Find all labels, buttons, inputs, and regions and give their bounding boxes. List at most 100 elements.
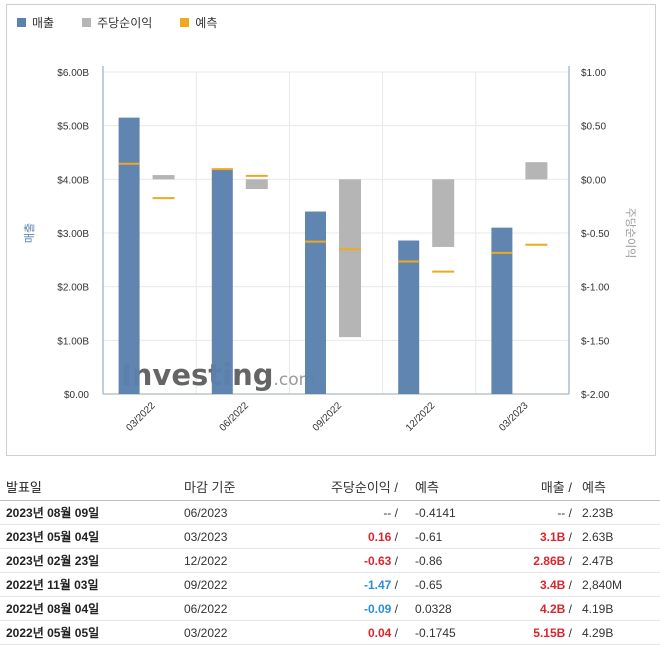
y-left-tick-label: $0.00 [64,390,89,401]
watermark-brand: Investing [121,358,273,392]
row-revenue: 4.2B / [540,597,572,621]
row-revenue-value: 5.15B [533,626,566,640]
row-revenue-slash: / [568,530,572,544]
row-period: 03/2022 [184,626,228,640]
y-right-tick-label: $-1.00 [581,283,610,294]
x-tick-label: 03/2023 [497,400,531,434]
y-right-tick-label: $-0.50 [581,229,610,240]
earnings-table: 발표일 마감 기준 주당순이익 / 예측 매출 / 예측 2023년 08월 0… [0,474,660,645]
y-left-tick-label: $6.00B [57,68,89,79]
row-eps: 0.16 / [368,525,398,549]
table-body: 2023년 08월 09일 06/2023 -- / -0.4141 -- / 2.23B… [0,501,660,645]
table-row: 2023년 02월 23일 12/2022 -0.63 /-0.86 2.86B /2… [0,549,660,573]
row-revenue-forecast: 2.47B [582,554,614,568]
table-row: 2023년 08월 09일 06/2023 -- / -0.4141 -- / 2.23B [0,501,660,525]
legend-item-eps[interactable]: 주당순이익 [82,13,152,31]
eps-bar [432,179,455,247]
row-revenue-slash: / [568,578,572,592]
legend-swatch-forecast [180,17,190,27]
row-revenue-forecast: 2.63B [582,530,614,544]
row-date[interactable]: 2023년 08월 09일 [6,506,100,520]
x-tick-label: 09/2022 [311,400,345,434]
y-right-tick-label: $0.00 [581,175,606,186]
row-revenue-forecast: 4.19B [582,602,614,616]
legend-item-forecast[interactable]: 예측 [180,13,217,31]
x-tick-label: 06/2022 [218,400,252,434]
legend-swatch-eps [82,17,92,27]
row-eps-slash: / [394,530,398,544]
investing-watermark: Investing.com [121,358,315,392]
y-right-tick-label: $-2.00 [581,390,610,401]
row-eps-forecast: -0.1745 [415,626,456,640]
row-eps-value: 0.04 [367,626,392,640]
x-tick-label: 03/2022 [124,400,158,434]
row-revenue-forecast: 2.23B [582,506,614,520]
eps-bar [525,162,548,180]
header-eps[interactable]: 주당순이익 / [331,474,398,501]
y-right-tick-label: $-1.50 [581,336,610,347]
row-eps-slash: / [394,506,398,520]
chart-panel: 매출 주당순이익 예측 $0.00 $1.00B $2.00B $3.00B $4.00… [6,4,656,456]
row-revenue-value: 2.86B [533,554,566,568]
row-revenue-value: -- [557,506,566,520]
row-revenue: 3.4B / [540,573,572,597]
revenue-bar [491,227,513,394]
row-date[interactable]: 2022년 05월 05일 [6,626,100,640]
header-revenue[interactable]: 매출 / [541,474,572,501]
y-right-tick-label: $0.50 [581,122,606,133]
row-date[interactable]: 2023년 02월 23일 [6,554,100,568]
row-date[interactable]: 2022년 08월 04일 [6,602,100,616]
eps-bar [245,179,268,189]
row-eps-forecast: -0.61 [415,530,443,544]
revenue-bar [118,117,140,394]
revenue-bar [305,211,326,394]
row-revenue-slash: / [568,506,572,520]
row-eps: -0.63 / [364,549,398,573]
row-eps: -0.09 / [364,597,398,621]
row-eps-value: -0.09 [363,602,392,616]
table-row: 2022년 11월 03일 09/2022 -1.47 / -0.65 3.4B / 2,… [0,573,660,597]
row-date[interactable]: 2023년 05월 04일 [6,530,100,544]
row-revenue: 3.1B / [540,525,572,549]
row-eps-slash: / [394,626,398,640]
row-period: 06/2022 [184,602,228,616]
row-eps-slash: / [394,602,398,616]
y-left-tick-label: $5.00B [57,122,89,133]
row-eps-value: -- [383,506,392,520]
header-revenue-forecast[interactable]: 예측 [582,480,606,495]
row-revenue: 2.86B / [533,549,572,573]
header-revenue-label: 매출 [540,480,565,495]
y-left-tick-label: $3.00B [57,229,89,240]
header-date[interactable]: 발표일 [6,480,42,495]
table-row: 2023년 05월 04일 03/2023 0.16 / -0.61 3.1B / 2.6… [0,525,660,549]
row-revenue-slash: / [568,602,572,616]
row-eps-forecast: 0.0328 [415,602,452,616]
header-period[interactable]: 마감 기준 [184,480,236,495]
header-eps-slash: / [394,480,398,495]
row-eps-forecast: -0.4141 [415,506,456,520]
eps-bar [339,179,361,338]
legend-item-revenue[interactable]: 매출 [17,13,54,31]
eps-bar [152,175,175,180]
header-eps-label: 주당순이익 [330,480,391,495]
row-period: 03/2023 [184,530,228,544]
row-eps-forecast: -0.86 [415,554,443,568]
row-eps-value: -1.47 [363,578,392,592]
row-eps: -1.47 / [364,573,398,597]
table-header: 발표일 마감 기준 주당순이익 / 예측 매출 / 예측 [0,474,660,501]
row-date[interactable]: 2022년 11월 03일 [6,578,99,592]
row-revenue-slash: / [568,626,572,640]
y-left-tick-label: $1.00B [57,336,89,347]
table-row: 2022년 08월 04일 06/2022 -0.09 /0.0328 4.2B /4… [0,597,660,621]
y-left-tick-label: $4.00B [57,175,89,186]
row-revenue-value: 4.2B [539,602,566,616]
row-eps: 0.04 / [368,621,398,645]
row-revenue-value: 3.1B [539,530,566,544]
row-revenue-forecast: 2,840M [582,578,623,592]
row-revenue-forecast: 4.29B [582,626,614,640]
y-right-tick-label: $1.00 [581,68,606,79]
revenue-bar [398,240,420,394]
row-eps-forecast: -0.65 [415,578,443,592]
earnings-chart: $0.00 $1.00B $2.00B $3.00B $4.00B $5.00B $6.00… [23,66,637,434]
header-eps-forecast[interactable]: 예측 [415,480,439,495]
